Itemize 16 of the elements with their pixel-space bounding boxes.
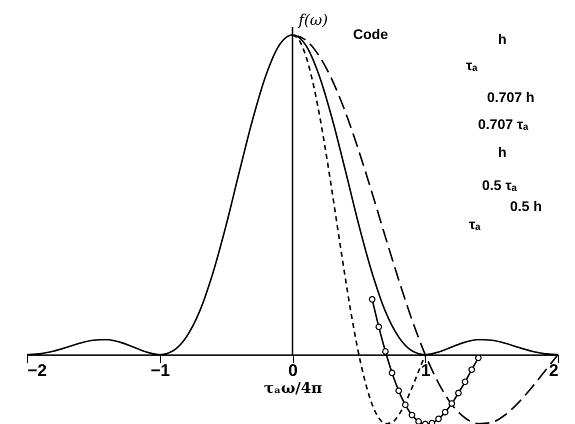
y-axis-title: f(ω): [298, 11, 328, 29]
x-tick-label: 0: [288, 361, 298, 380]
annotation: h: [498, 31, 507, 47]
annotation: Code: [353, 26, 388, 42]
annotation: 0.5 τₐ: [482, 177, 518, 193]
annotation: 0.707 τₐ: [478, 116, 530, 132]
annotation: 0.707 h: [487, 89, 534, 105]
x-axis-title: τₐω/4π: [264, 379, 322, 398]
annotation: h: [498, 144, 507, 160]
x-tick-label: −1: [150, 361, 170, 380]
annotation: τₐ: [469, 216, 482, 232]
annotation: 0.5 h: [510, 198, 542, 214]
x-tick-label: −2: [28, 361, 47, 380]
x-tick-label: 1: [421, 361, 430, 380]
x-tick-label: 2: [549, 361, 558, 380]
annotation: τₐ: [466, 57, 478, 73]
